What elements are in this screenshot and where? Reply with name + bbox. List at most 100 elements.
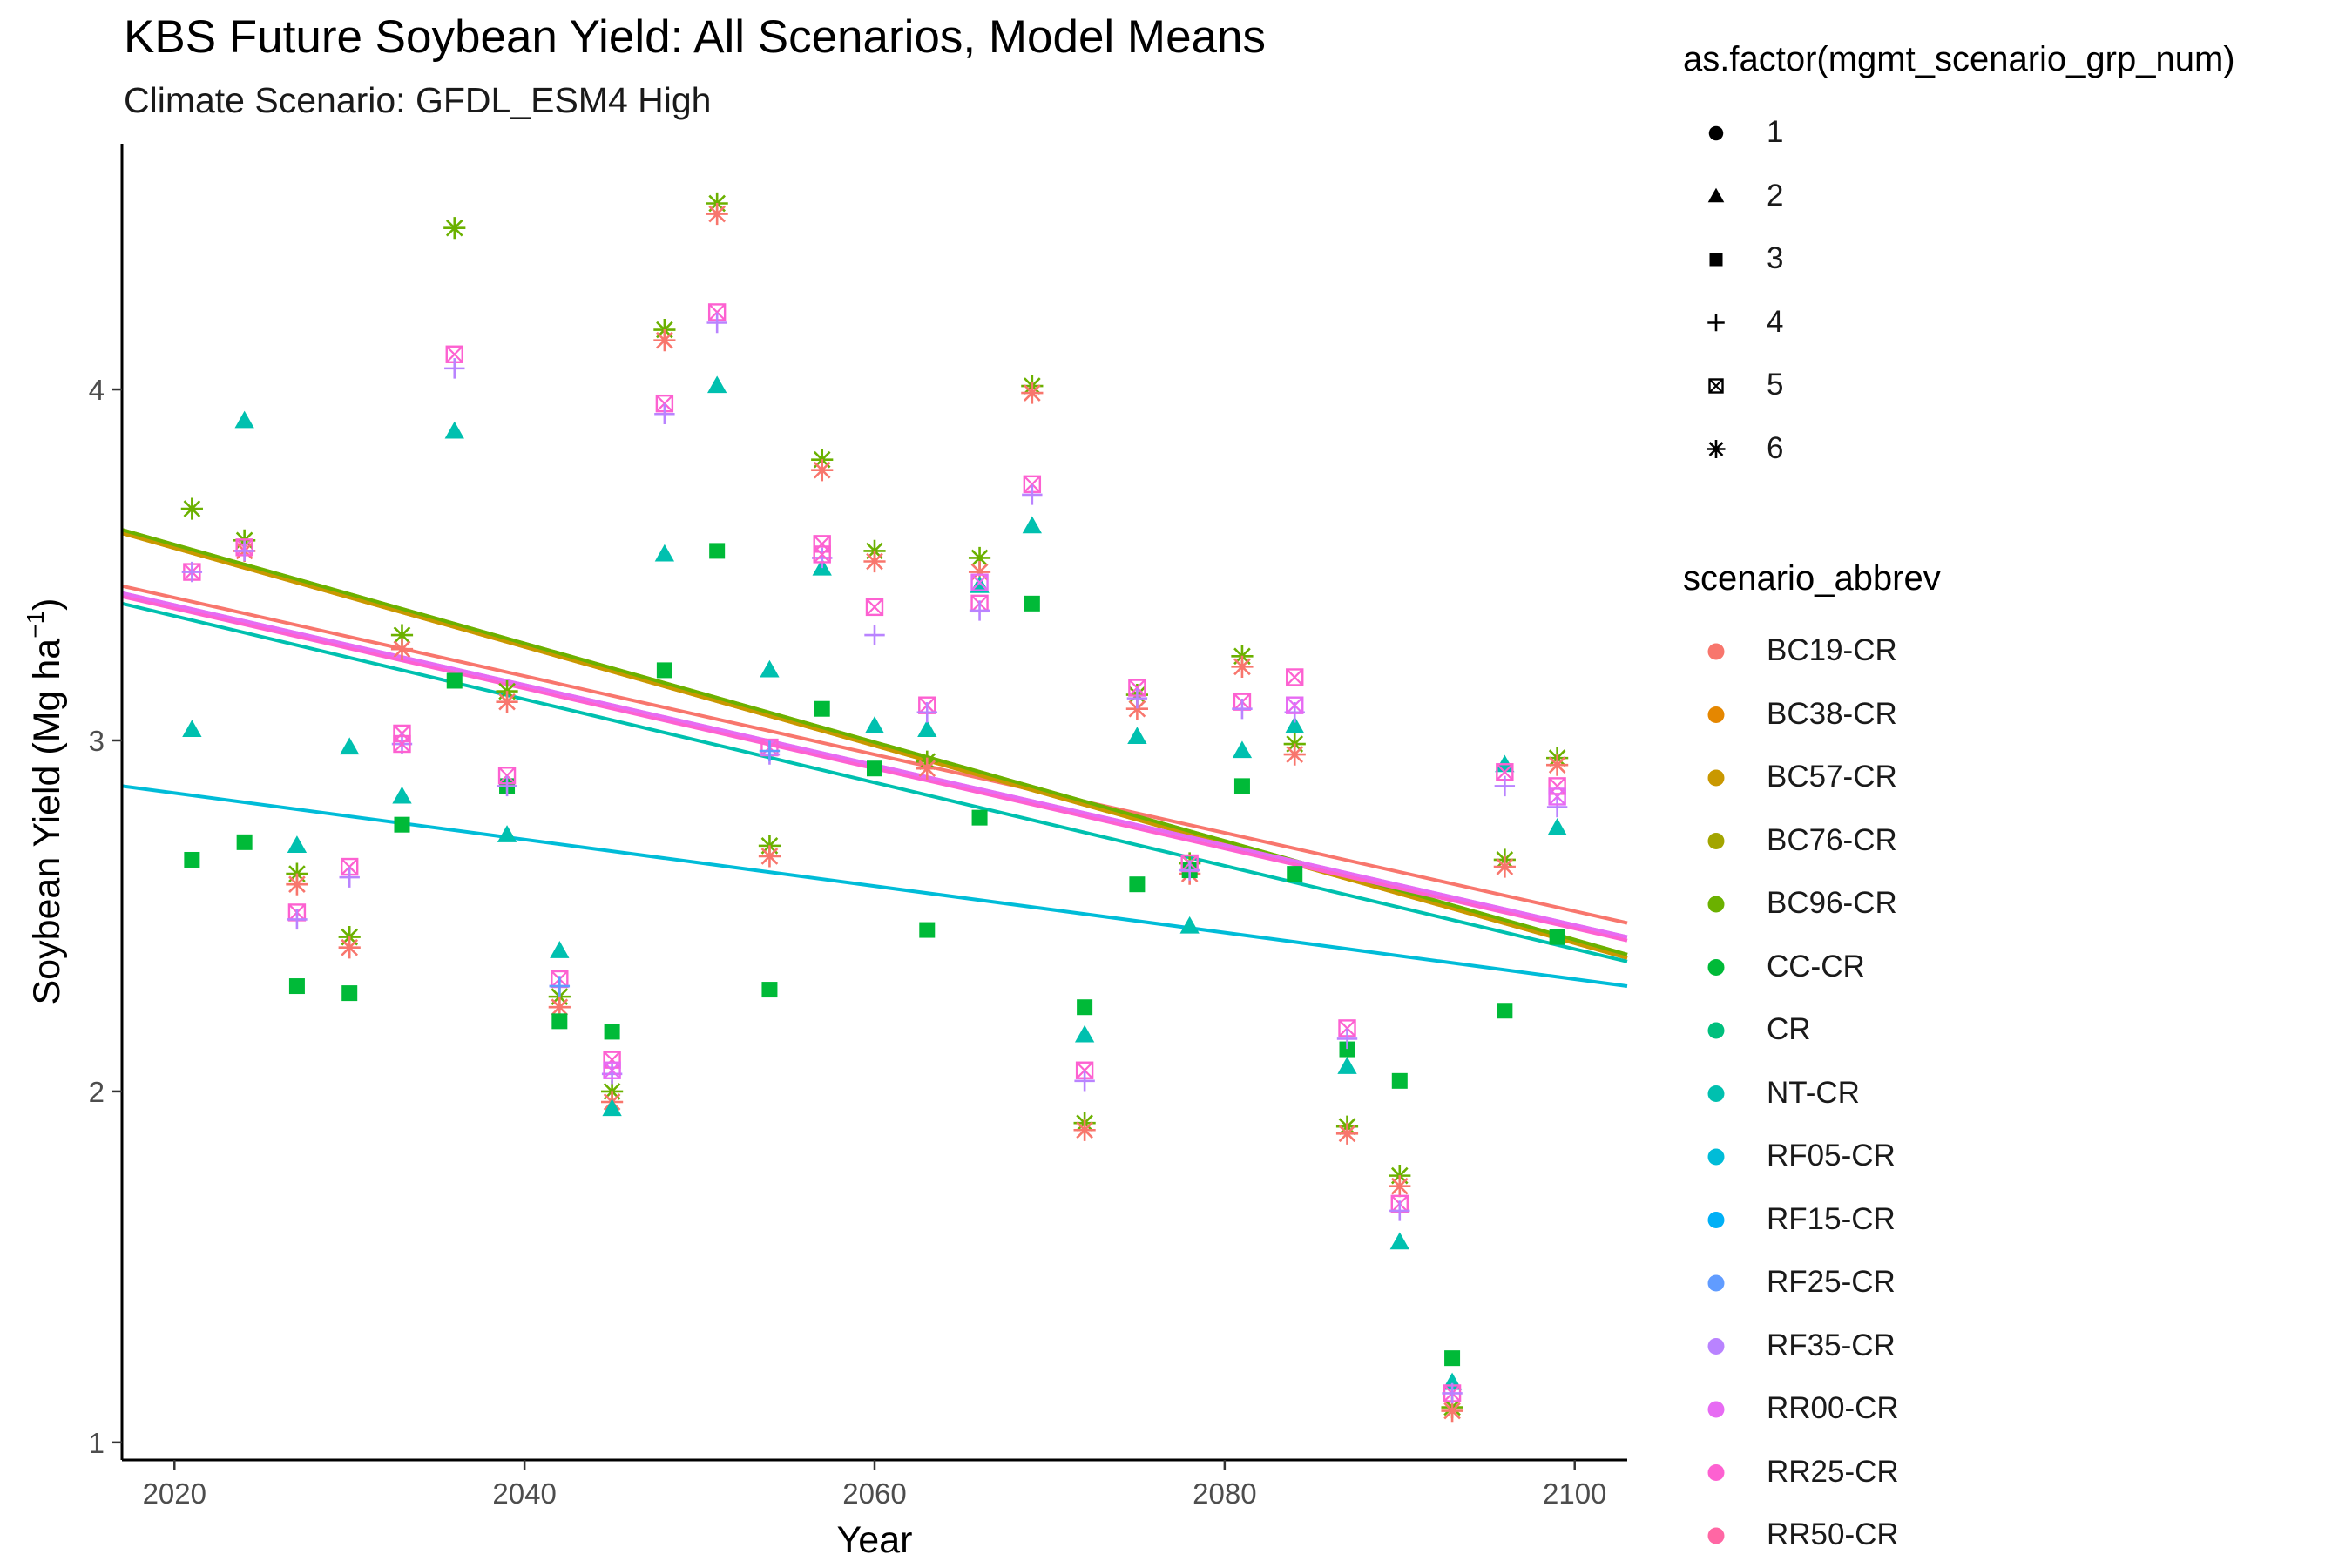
point-rr00-cr-2084-box [1286,696,1304,714]
point-nt-cr-2060-mark [864,716,885,733]
point-cc-cr-2081 [1233,778,1250,794]
legend-color-key-bc76-cr [1707,833,1725,849]
point-cc-cr-2096-mark [1497,1003,1513,1019]
point-bc96-cr-2021-mark [180,497,203,520]
point-rf35-cr-2075-mark [1126,687,1148,709]
point-bc96-cr-2036-mark [443,217,466,240]
point-rf35-cr-2072-mark [1074,1071,1095,1092]
point-bc19-cr-2069 [1021,382,1044,404]
y-axis-title-close: ) [26,598,68,611]
legend-shape-key-2-mark [1707,187,1725,203]
point-rf35-cr-2051 [706,312,727,334]
shape-legend-keys [1707,125,1726,458]
point-rr00-cr-2066 [970,573,989,591]
legend-shape-key-5-cross [1708,378,1724,394]
point-rr25-cr-2060-box [865,598,884,617]
point-rf35-cr-2063 [916,702,937,723]
point-bc19-cr-2060 [863,550,886,573]
point-nt-cr-2033-mark [392,786,412,804]
point-nt-cr-2030-mark [340,737,360,755]
point-bc19-cr-2051 [706,202,728,226]
point-cc-cr-2027 [288,978,305,995]
legend-color-key-bc57-cr [1707,769,1725,787]
legend-shape-key-1-mark [1708,125,1724,141]
legend-color-key-bc38-cr [1707,706,1725,723]
point-rf25-cr-2042-mark [549,976,571,997]
x-tick-label-2020: 2020 [143,1477,206,1510]
point-rr25-cr-2099-box [1548,777,1566,795]
point-cc-cr-2057-mark [814,700,830,717]
point-rr25-cr-2033 [393,734,411,754]
point-cc-cr-2045 [604,1024,620,1040]
legend-color-key-rf05-cr [1707,1148,1725,1166]
point-bc96-cr-2033-mark [390,624,414,646]
legend-color-label-rf05-cr: RF05-CR [1767,1139,1896,1173]
legend-color-label-cr: CR [1767,1012,1811,1046]
point-rr25-cr-2033-box [393,734,411,754]
point-cc-cr-2072-mark [1077,999,1093,1016]
point-bc19-cr-2075-mark [1125,698,1148,720]
point-cc-cr-2048 [656,662,672,679]
point-nt-cr-2027 [287,835,308,853]
legend-color-label-rr25-cr: RR25-CR [1767,1454,1899,1489]
point-rr25-cr-2048-cross [656,395,673,412]
point-cc-cr-2099 [1549,929,1565,945]
y-axis-title: Soybean Yield (Mg ha−1) [22,598,68,1005]
point-rr00-cr-2045 [603,1061,621,1079]
point-rf35-cr-2048-mark [654,403,675,424]
point-rr00-cr-2099-cross [1548,787,1566,806]
legend-color-label-bc96-cr: BC96-CR [1767,886,1897,920]
point-cc-cr-2093 [1444,1350,1461,1367]
point-rf35-cr-2093-mark [1442,1382,1463,1404]
point-rf35-cr-2099 [1546,796,1568,818]
point-bc19-cr-2087 [1335,1122,1359,1145]
point-cc-cr-2051 [709,543,726,559]
point-bc96-cr-2066-mark [968,546,991,570]
legend-shape-key-3 [1709,253,1723,267]
point-rf35-cr-2063-mark [916,702,937,723]
point-rf35-cr-2069 [1022,484,1043,505]
point-cc-cr-2069-mark [1024,595,1040,612]
point-nt-cr-2078-mark [1179,916,1200,934]
legend-color-label-rf25-cr: RF25-CR [1767,1265,1896,1299]
point-rf35-cr-2072 [1074,1071,1095,1092]
data-points [180,192,1569,1423]
point-rf35-cr-2078 [1179,860,1200,881]
point-nt-cr-2051 [707,375,727,394]
point-cc-cr-2099-mark [1549,929,1565,945]
point-rr25-cr-2033-cross [393,735,411,753]
point-rr25-cr-2084 [1286,668,1304,686]
legend-shape-key-1 [1708,125,1724,141]
point-bc96-cr-2036 [443,217,466,240]
point-nt-cr-2042-mark [550,941,570,958]
legend-color-label-rr00-cr: RR00-CR [1767,1391,1899,1425]
point-bc19-cr-2048-mark [653,329,676,352]
point-bc96-cr-2033 [390,624,414,646]
point-bc19-cr-2033 [390,638,414,660]
point-cc-cr-2066 [971,809,988,826]
point-nt-cr-2036 [444,421,464,439]
point-nt-cr-2087 [1337,1057,1357,1074]
legend-shape-label-5: 5 [1767,368,1784,402]
point-rr25-cr-2069-cross [1024,476,1041,493]
point-bc19-cr-2039-mark [496,691,518,713]
point-rr25-cr-2039-cross [498,767,516,785]
legend-color-label-cc-cr: CC-CR [1767,949,1865,983]
x-tick-label-2100: 2100 [1543,1477,1606,1510]
legend-shape-label-6: 6 [1767,430,1784,465]
point-rf35-cr-2060-mark [864,625,885,645]
point-rf35-cr-2039 [497,775,517,797]
point-rf35-cr-2036 [444,358,465,379]
point-bc96-cr-2021 [180,497,203,520]
point-bc19-cr-2063-mark [916,757,938,780]
point-nt-cr-2099 [1547,818,1567,835]
y-tick-label-2: 2 [89,1076,105,1108]
legend-color-key-rr00-cr [1707,1401,1725,1418]
point-cc-cr-2057 [814,700,830,717]
legend-color-label-bc38-cr: BC38-CR [1767,696,1897,731]
point-rf35-cr-2081-mark [1232,699,1253,720]
point-cc-cr-2090-mark [1391,1072,1408,1089]
point-rr00-cr-2084 [1286,696,1304,714]
point-nt-cr-2048-mark [654,544,675,562]
point-nt-cr-2060 [864,716,885,733]
